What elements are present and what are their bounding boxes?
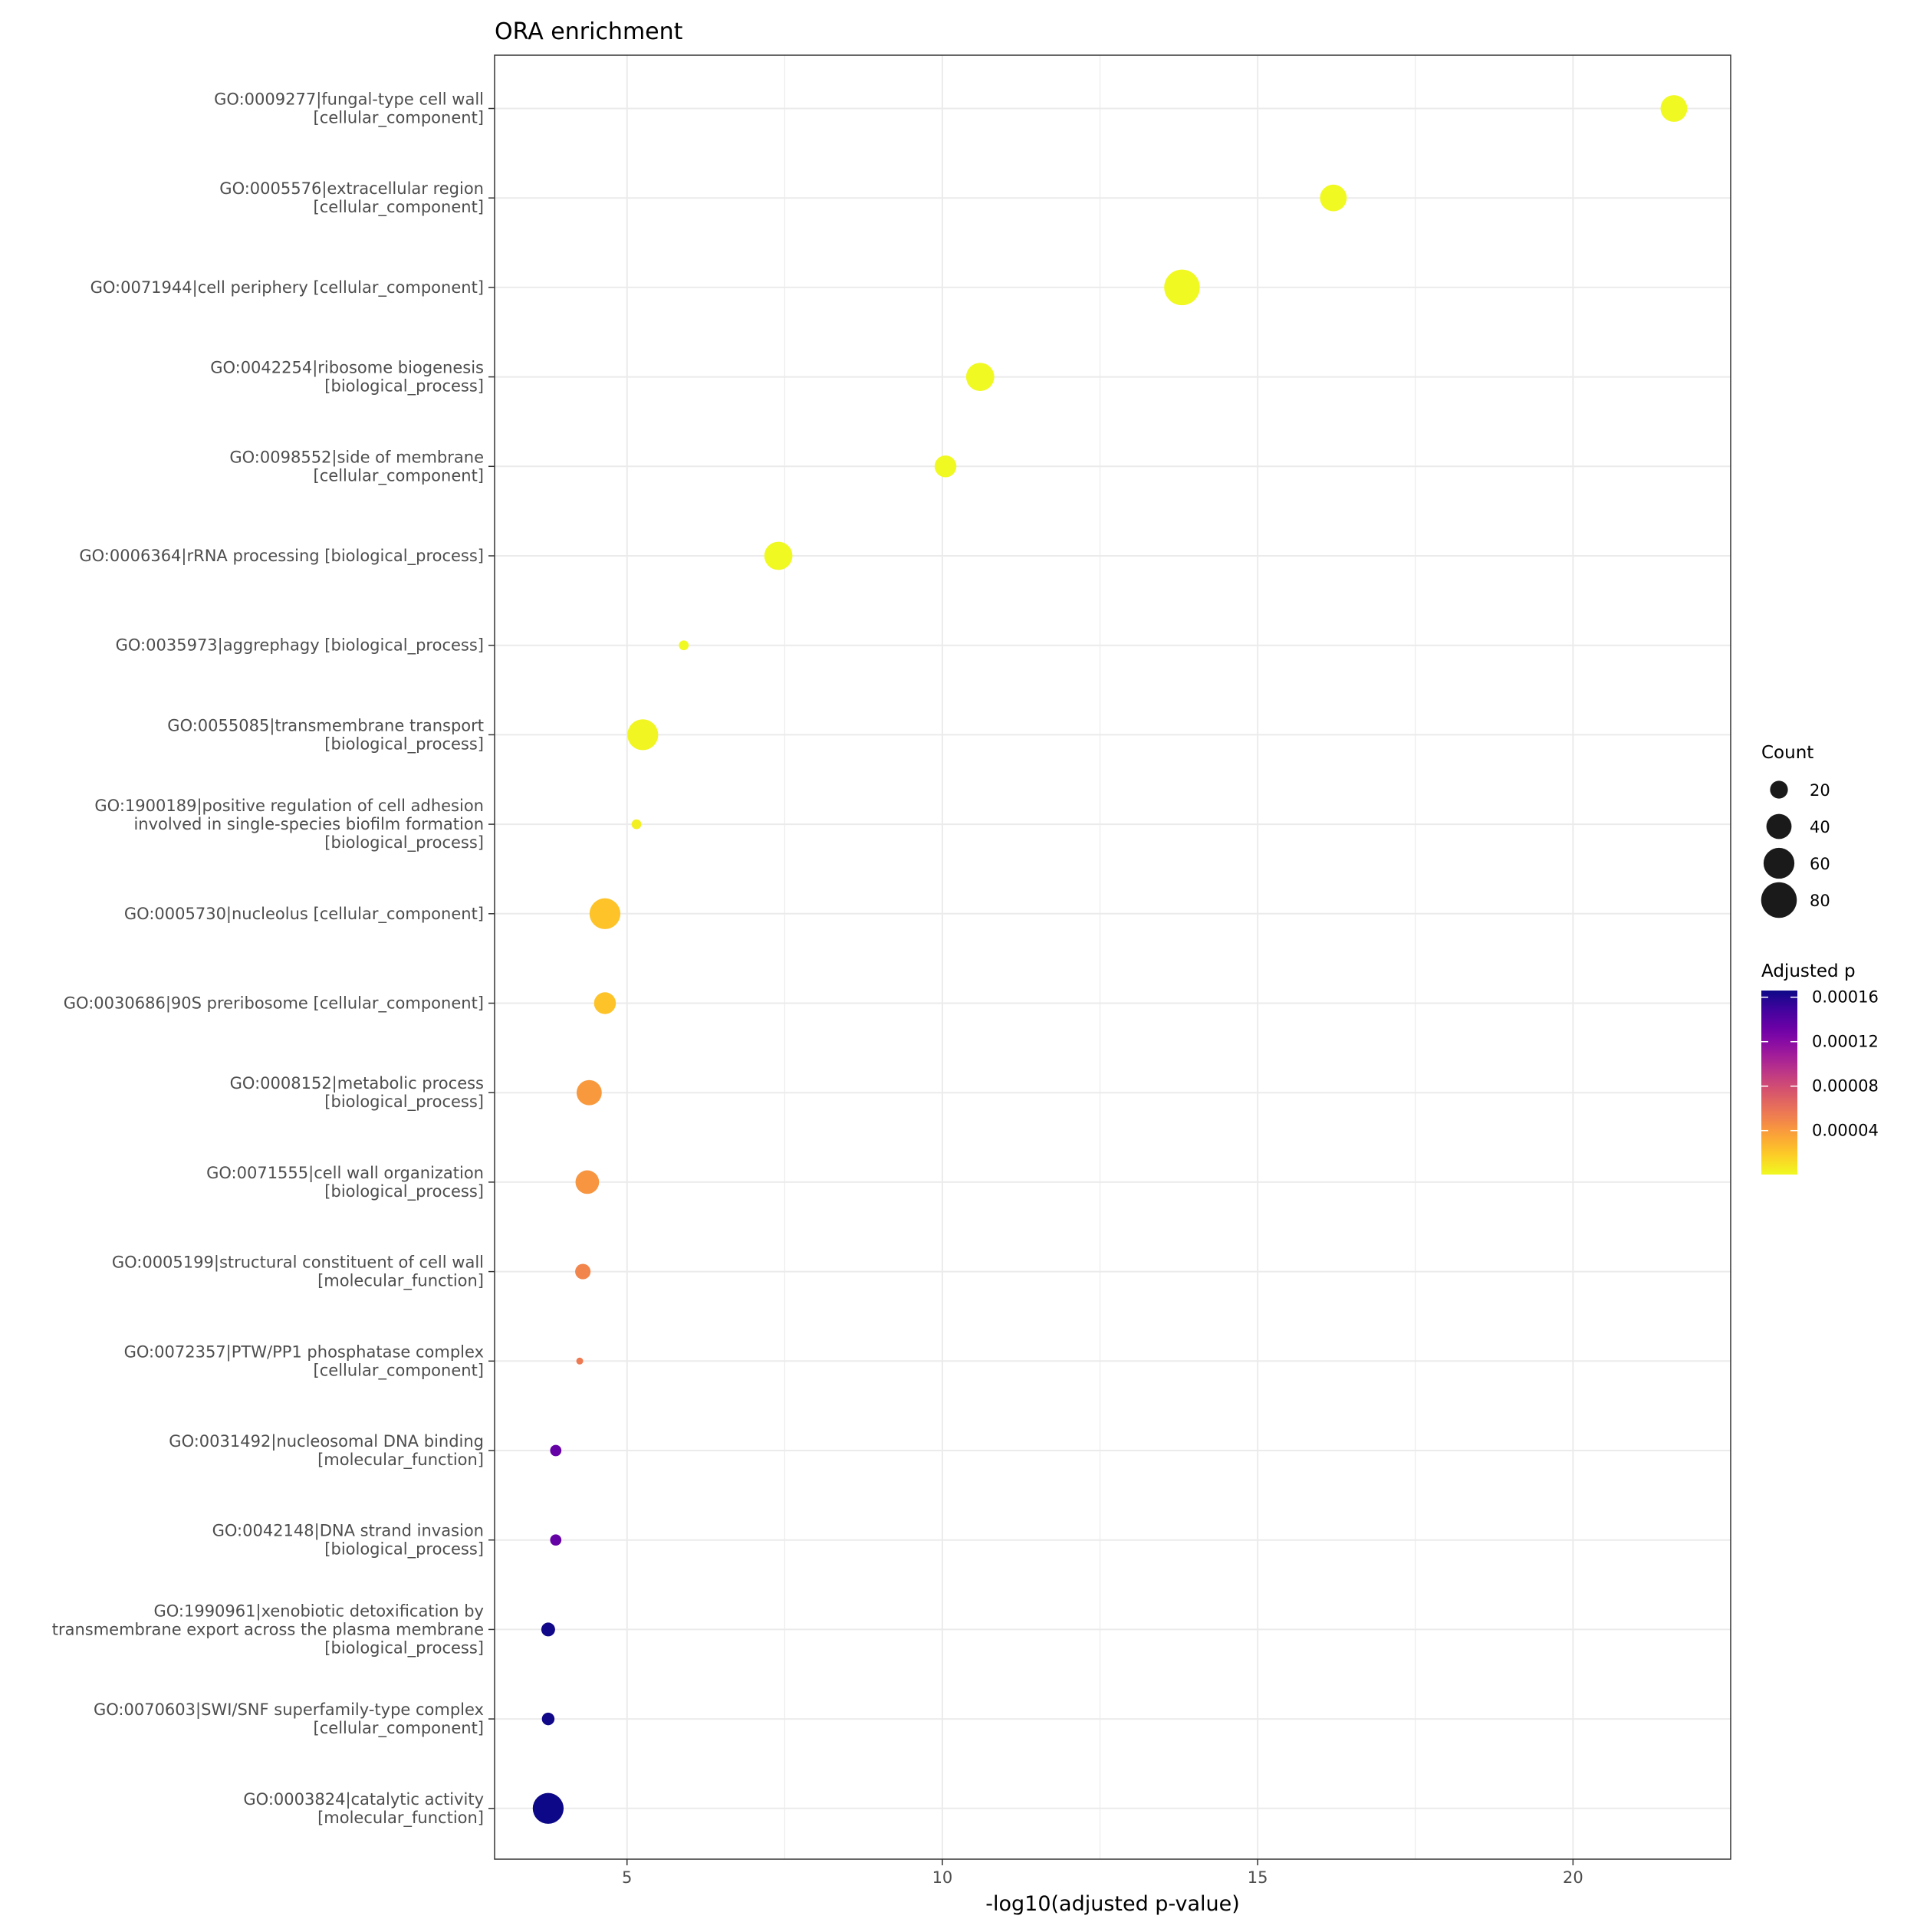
data-point [631, 819, 642, 830]
plot-panel [495, 55, 1731, 1859]
y-tick-label: GO:1990961|xenobiotic detoxification by t… [52, 1602, 484, 1658]
data-point [550, 1444, 562, 1457]
data-point [934, 455, 957, 478]
data-points [532, 95, 1688, 1824]
y-tick-label: GO:0035973|aggrephagy [biological_proces… [116, 636, 484, 656]
y-tick-label: GO:0071944|cell periphery [cellular_comp… [90, 278, 484, 297]
data-point [589, 898, 621, 929]
color-legend-label: 0.00012 [1812, 1033, 1879, 1051]
y-tick-label: GO:0009277|fungal-type cell wall [cellula… [214, 90, 484, 128]
x-tick-label: 5 [622, 1868, 632, 1887]
data-point [679, 640, 689, 651]
y-tick-label: GO:0031492|nucleosomal DNA binding [molec… [169, 1432, 484, 1470]
y-tick-label: GO:0005730|nucleolus [cellular_component… [124, 905, 484, 924]
x-tick-label: 20 [1563, 1868, 1583, 1887]
y-tick-label: GO:0071555|cell wall organization [biolog… [206, 1164, 484, 1201]
plot-border [494, 54, 1731, 1860]
y-tick-label: GO:0042148|DNA strand invasion [biologica… [212, 1522, 484, 1559]
y-tick-label: GO:0005576|extracellular region [cellular… [219, 179, 484, 217]
size-legend-label: 20 [1810, 781, 1830, 800]
y-tick-label: GO:0008152|metabolic process [biological_… [230, 1074, 484, 1112]
size-legend-title: Count [1761, 743, 1813, 763]
data-point [1320, 184, 1347, 212]
data-point [532, 1792, 564, 1824]
y-tick-label: GO:0005199|structural constituent of cel… [112, 1254, 484, 1291]
size-legend: Count 20 40 60 80 [1761, 743, 1830, 918]
x-axis-title: -log10(adjusted p-value) [985, 1892, 1240, 1916]
size-legend-label: 40 [1810, 818, 1830, 836]
data-point [576, 1079, 602, 1106]
data-point [764, 541, 793, 570]
data-point [627, 719, 659, 751]
y-tick-label: GO:0055085|transmembrane transport [biolo… [167, 716, 484, 754]
size-legend-key [1766, 813, 1792, 840]
y-tick-label: GO:0003824|catalytic activity [molecular_… [243, 1790, 484, 1828]
y-tick-label: GO:0072357|PTW/PP1 phosphatase complex [c… [124, 1342, 484, 1380]
x-axis: 5 10 15 20 [622, 1859, 1583, 1887]
data-point [594, 992, 617, 1014]
color-legend-label: 0.00004 [1812, 1122, 1879, 1140]
data-point [541, 1712, 555, 1726]
color-legend-title: Adjusted p [1761, 961, 1856, 981]
grid-lines [495, 55, 1731, 1859]
data-point [550, 1534, 562, 1546]
y-tick-label: GO:1900189|positive regulation of cell a… [94, 797, 484, 853]
size-legend-label: 60 [1810, 855, 1830, 873]
size-legend-key [1761, 882, 1797, 918]
x-tick-label: 10 [932, 1868, 953, 1887]
data-point [575, 1263, 591, 1280]
x-tick-label: 15 [1248, 1868, 1268, 1887]
y-tick-label: GO:0098552|side of membrane [cellular_com… [229, 448, 484, 485]
y-axis-labels: GO:0009277|fungal-type cell wall [cellula… [52, 90, 495, 1828]
y-tick-label: GO:0006364|rRNA processing [biological_p… [79, 547, 484, 566]
color-legend-label: 0.00016 [1812, 988, 1879, 1007]
size-legend-key [1770, 780, 1788, 799]
data-point [541, 1622, 555, 1637]
y-tick-label: GO:0070603|SWI/SNF superfamily-type comp… [94, 1700, 484, 1738]
data-point [1660, 95, 1688, 122]
data-point [1164, 269, 1200, 306]
color-bar [1761, 991, 1797, 1175]
data-point [576, 1357, 584, 1365]
color-legend-label: 0.00008 [1812, 1077, 1879, 1096]
y-tick-label: GO:0030686|90S preribosome [cellular_com… [64, 994, 484, 1014]
data-point [575, 1170, 600, 1194]
size-legend-key [1763, 847, 1795, 879]
size-legend-label: 80 [1810, 892, 1830, 910]
data-point [965, 363, 995, 391]
color-legend: Adjusted p 0.00004 0.00008 0.00012 0.00016 [1761, 961, 1879, 1175]
y-tick-label: GO:0042254|ribosome biogenesis [biologica… [210, 359, 484, 396]
chart-title: ORA enrichment [495, 18, 683, 45]
